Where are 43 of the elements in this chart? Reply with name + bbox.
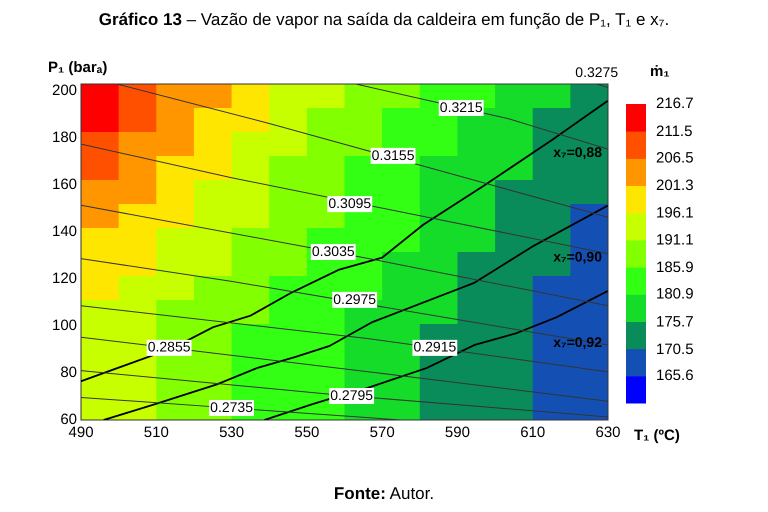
- annotation: 0.3155: [372, 146, 415, 163]
- x-tick-label: 590: [444, 424, 470, 442]
- x-tick-label: 610: [520, 424, 546, 442]
- y-tick-label: 180: [52, 129, 78, 146]
- color-bar-label: 201.3: [656, 177, 694, 194]
- series-label: x₇=0,90: [553, 248, 602, 265]
- color-bar-label: 196.1: [656, 204, 694, 222]
- annotation: 0.2795: [330, 386, 374, 403]
- annotation: 0.2915: [413, 338, 456, 355]
- x-tick-label: 550: [294, 424, 320, 442]
- color-bar-label: 185.9: [656, 259, 694, 276]
- annotation: 0.2975: [333, 290, 376, 307]
- series-label: x₇=0,88: [553, 144, 602, 160]
- color-bar-label: 191.1: [656, 231, 694, 248]
- color-bar-label: 206.5: [656, 149, 694, 166]
- annotation: 0.3215: [440, 98, 483, 115]
- color-bar-label: 180.9: [656, 286, 694, 303]
- x-tick-label: 490: [68, 424, 94, 442]
- y-tick-label: 160: [52, 176, 78, 194]
- annotation: 0.2735: [210, 398, 254, 415]
- annotation: 0.3035: [312, 242, 355, 259]
- annotation: 0.3095: [328, 194, 372, 211]
- x-axis-title: T₁ (ºC): [634, 427, 680, 444]
- y-tick-label: 140: [52, 223, 78, 240]
- color-bar-label: 165.6: [656, 367, 694, 384]
- x-tick-label: 530: [219, 424, 244, 442]
- y-tick-label: 80: [60, 364, 78, 382]
- chart-title: Gráfico 13 – Vazão de vapor na saída da caldeira em função de P₁, T₁ e x₇.: [98, 10, 670, 29]
- color-bar-title: ṁ₁: [650, 63, 670, 80]
- y-tick-label: 100: [52, 317, 78, 334]
- color-bar-label: 175.7: [656, 313, 694, 330]
- y-axis-title: P₁ (barₐ): [48, 59, 108, 76]
- y-tick-label: 120: [52, 270, 78, 288]
- annotation: 0.2855: [148, 338, 191, 355]
- x-tick-label: 510: [144, 424, 169, 442]
- annotation: 0.3275: [575, 64, 618, 80]
- x-tick-label: 630: [595, 424, 621, 442]
- color-bar-label: 170.5: [656, 340, 694, 358]
- y-tick-label: 200: [52, 82, 78, 100]
- source-note: Fonte: Autor.: [334, 484, 434, 503]
- x-tick-label: 570: [370, 424, 395, 442]
- color-bar-label: 211.5: [656, 122, 692, 140]
- color-bar-label: 216.7: [656, 95, 694, 112]
